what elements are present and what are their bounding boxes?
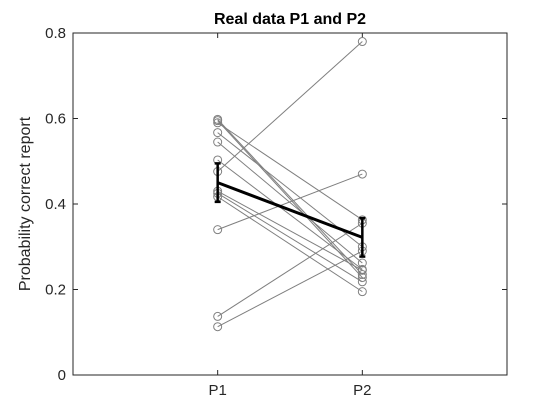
subject-point-p1 (213, 118, 223, 128)
y-tick-label: 0.2 (45, 282, 66, 299)
subject-point-p1 (213, 311, 223, 321)
plot-area (72, 32, 508, 376)
subject-line (217, 222, 363, 317)
subject-point-p2 (357, 169, 367, 179)
subject-line (217, 122, 363, 221)
y-tick-label: 0.4 (45, 196, 66, 213)
mean-line (217, 181, 363, 239)
axis-ticks: 0 0.2 0.4 0.6 0.8 P1 P2 (45, 25, 507, 399)
subject-line (217, 141, 363, 264)
subject-point-p2 (357, 258, 367, 268)
subject-point-p1 (213, 322, 223, 332)
subject-line (217, 190, 363, 271)
subject-line (217, 173, 363, 231)
y-tick-label: 0.8 (45, 25, 66, 42)
subject-line (217, 196, 363, 293)
subject-line (217, 41, 363, 172)
y-tick-label: 0.6 (45, 111, 66, 128)
subject-line (217, 119, 363, 275)
subject-point-p2 (357, 265, 367, 275)
x-tick-label: P1 (208, 382, 226, 399)
y-axis-label: Probability correct report (17, 116, 34, 291)
subject-point-p1 (213, 116, 223, 126)
subject-point-p2 (357, 37, 367, 47)
subject-point-p1 (213, 225, 223, 235)
subject-point-p2 (357, 287, 367, 297)
chart-title: Real data P1 and P2 (214, 11, 366, 28)
subject-line (217, 192, 363, 283)
subject-point-p1 (213, 137, 223, 147)
subject-line (217, 250, 363, 328)
mean-series (214, 162, 366, 258)
y-tick-label: 0 (58, 367, 66, 384)
subject-line (217, 159, 363, 270)
subject-point-p1 (213, 128, 223, 138)
x-tick-label: P2 (353, 382, 371, 399)
subject-point-p2 (357, 270, 367, 280)
subject-point-p2 (357, 277, 367, 287)
